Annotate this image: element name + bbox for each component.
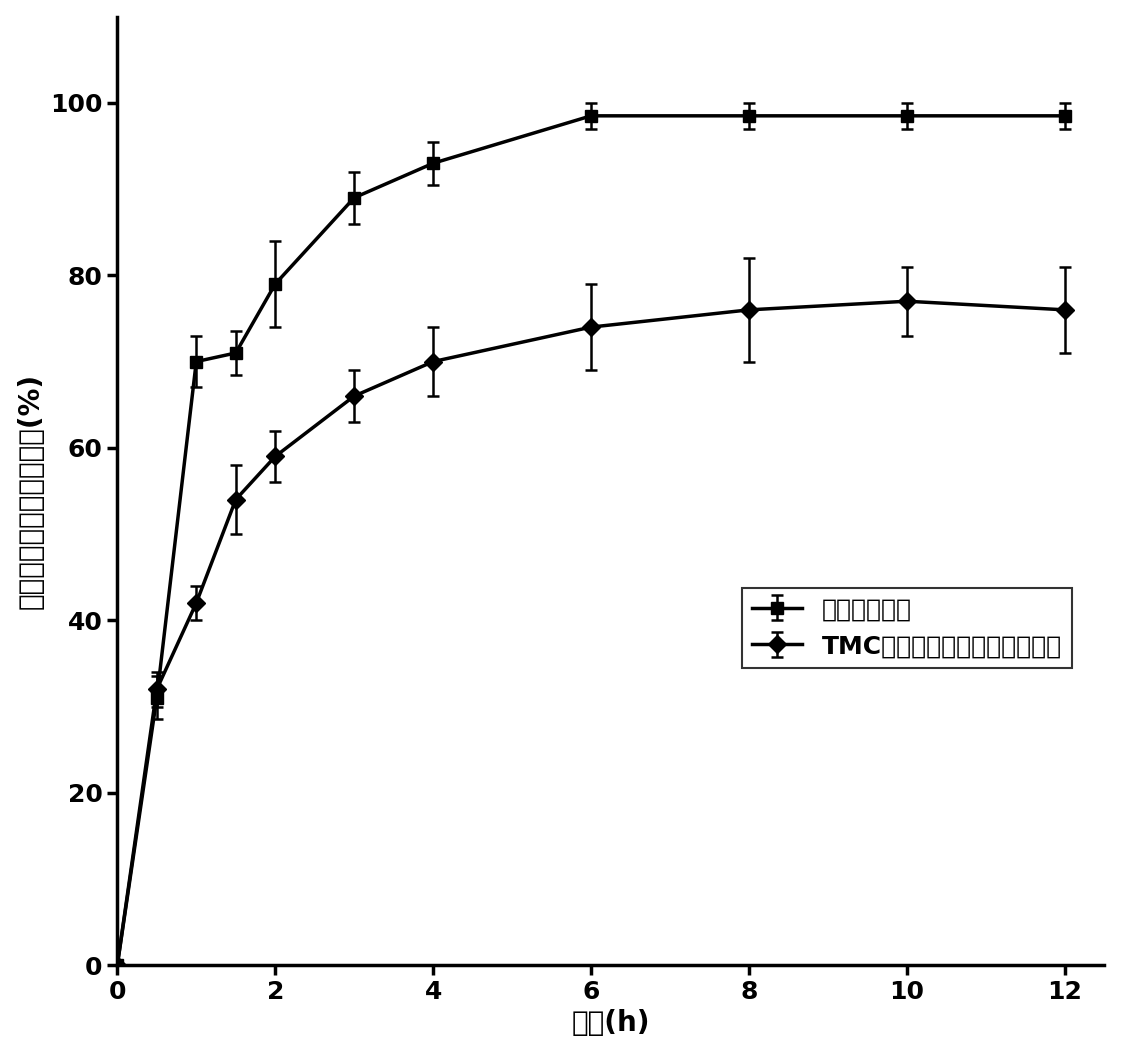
Y-axis label: 粉防己碗累积释放百分率(%): 粉防己碗累积释放百分率(%) [17,373,45,609]
Legend: 粉防己碗溶液, TMC修饰的粉防己碗脂质纳米粒: 粉防己碗溶液, TMC修饰的粉防己碗脂质纳米粒 [742,588,1072,668]
X-axis label: 时间(h): 时间(h) [572,1010,650,1037]
